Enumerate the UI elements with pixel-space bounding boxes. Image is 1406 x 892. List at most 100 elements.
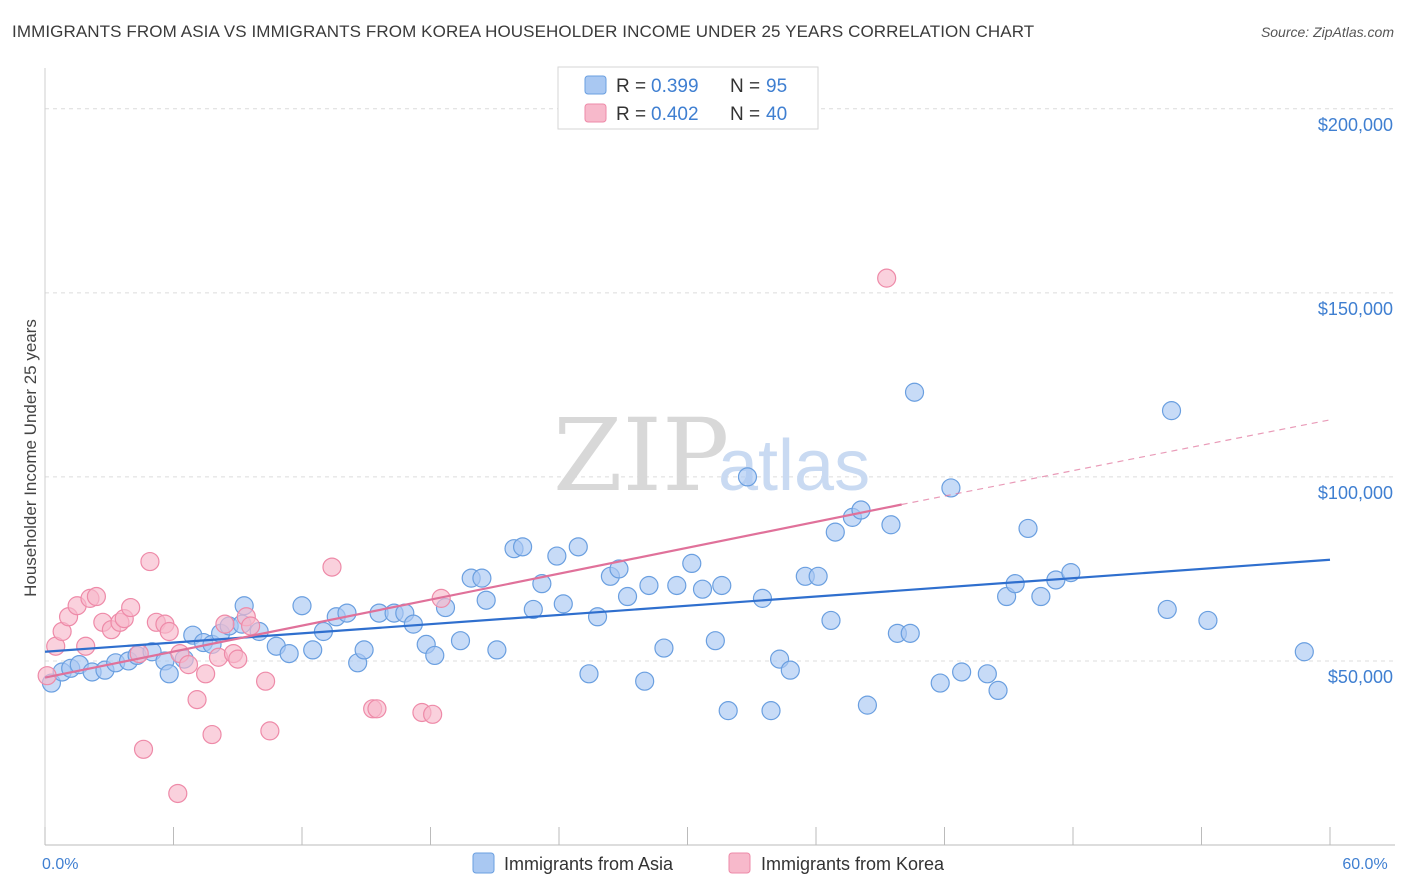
point-asia-78 bbox=[904, 382, 925, 402]
legend-r-value-korea: 0.402 bbox=[651, 104, 699, 125]
point-korea-7 bbox=[86, 586, 107, 607]
point-asia-83 bbox=[988, 680, 1008, 701]
legend-r-value-asia: 0.399 bbox=[651, 76, 699, 97]
point-korea-35 bbox=[367, 699, 387, 719]
point-korea-18 bbox=[159, 621, 179, 642]
point-asia-54 bbox=[635, 671, 655, 691]
point-korea-22 bbox=[187, 690, 207, 710]
point-asia-81 bbox=[952, 662, 972, 682]
point-korea-12 bbox=[121, 597, 141, 618]
point-asia-37 bbox=[450, 631, 471, 651]
legend-swatch-korea bbox=[584, 103, 607, 123]
legend-bottom-label-korea: Immigrants from Korea bbox=[761, 854, 945, 874]
point-asia-47 bbox=[553, 594, 573, 614]
legend-n-value-asia: 95 bbox=[766, 76, 787, 97]
point-asia-70 bbox=[821, 610, 841, 631]
point-asia-82 bbox=[977, 664, 997, 684]
point-asia-69 bbox=[808, 566, 828, 586]
point-korea-23 bbox=[196, 664, 216, 684]
point-korea-37 bbox=[423, 704, 443, 724]
legend-bottom-label-asia: Immigrants from Asia bbox=[504, 854, 674, 874]
watermark-atlas: atlas bbox=[718, 426, 870, 506]
legend-r-label-korea: R = bbox=[616, 104, 646, 125]
point-korea-39 bbox=[877, 268, 897, 288]
point-asia-48 bbox=[568, 537, 588, 557]
point-asia-77 bbox=[900, 623, 920, 643]
y-axis-title: Householder Income Under 25 years bbox=[21, 319, 40, 597]
point-asia-50 bbox=[587, 607, 608, 627]
point-asia-93 bbox=[1294, 642, 1314, 662]
point-asia-79 bbox=[930, 673, 950, 693]
point-asia-46 bbox=[547, 546, 567, 566]
legend-r-label-asia: R = bbox=[616, 76, 646, 97]
legend-bottom: Immigrants from Asia Immigrants from Kor… bbox=[472, 852, 945, 874]
point-asia-65 bbox=[761, 701, 781, 721]
chart-title: IMMIGRANTS FROM ASIA VS IMMIGRANTS FROM … bbox=[12, 22, 1035, 41]
point-korea-14 bbox=[133, 739, 154, 759]
y-tick-label-0: $50,000 bbox=[1328, 667, 1393, 687]
point-asia-67 bbox=[780, 660, 800, 680]
watermark: ZIP atlas bbox=[553, 397, 870, 514]
point-korea-26 bbox=[215, 614, 235, 634]
point-asia-52 bbox=[609, 559, 629, 579]
point-asia-61 bbox=[712, 575, 732, 596]
point-asia-44 bbox=[523, 599, 543, 620]
point-asia-92 bbox=[1198, 610, 1218, 631]
point-asia-64 bbox=[752, 588, 773, 608]
legend-n-value-korea: 40 bbox=[766, 104, 787, 125]
trend-line-korea bbox=[44, 503, 902, 679]
point-korea-21 bbox=[178, 655, 199, 675]
point-asia-22 bbox=[279, 643, 299, 664]
x-tick-label-0: 0.0% bbox=[42, 856, 78, 873]
legend-n-label-asia: N = bbox=[730, 76, 760, 97]
point-asia-60 bbox=[705, 631, 725, 651]
point-asia-41 bbox=[487, 640, 507, 660]
legend-bottom-swatch-korea bbox=[728, 852, 751, 874]
point-asia-80 bbox=[941, 478, 961, 498]
trend-lines bbox=[44, 419, 1331, 679]
watermark-zip: ZIP bbox=[553, 397, 729, 514]
point-korea-24 bbox=[202, 724, 222, 745]
axes bbox=[44, 68, 1395, 846]
x-tick-label-1: 60.0% bbox=[1342, 856, 1387, 873]
source-note: Source: ZipAtlas.com bbox=[1260, 24, 1394, 40]
point-asia-58 bbox=[682, 553, 702, 574]
point-asia-73 bbox=[851, 500, 871, 520]
point-asia-24 bbox=[303, 640, 323, 660]
data-points bbox=[37, 268, 1314, 804]
point-asia-91 bbox=[1161, 401, 1182, 421]
point-asia-35 bbox=[425, 645, 445, 666]
point-korea-19 bbox=[168, 783, 188, 804]
y-tick-label-3: $200,000 bbox=[1318, 115, 1393, 135]
y-tick-labels: $50,000 $100,000 $150,000 $200,000 bbox=[1318, 115, 1393, 687]
legend-n-label-korea: N = bbox=[730, 104, 760, 125]
trend-line-asia bbox=[44, 558, 1331, 653]
legend-top: R = 0.399 N = 95 R = 0.402 N = 40 bbox=[557, 66, 819, 130]
point-asia-62 bbox=[718, 701, 738, 721]
point-asia-11 bbox=[159, 664, 179, 684]
point-korea-33 bbox=[322, 557, 342, 577]
y-tick-label-1: $100,000 bbox=[1318, 483, 1393, 503]
point-asia-86 bbox=[1018, 518, 1038, 539]
point-korea-15 bbox=[140, 551, 160, 572]
point-korea-28 bbox=[228, 649, 248, 669]
point-asia-56 bbox=[654, 638, 674, 658]
point-asia-90 bbox=[1157, 599, 1177, 620]
point-asia-55 bbox=[639, 575, 659, 596]
point-asia-63 bbox=[737, 467, 758, 487]
point-asia-57 bbox=[667, 575, 687, 596]
point-asia-74 bbox=[857, 695, 878, 715]
point-korea-5 bbox=[76, 636, 96, 656]
trend-line-korea-extension bbox=[901, 419, 1331, 506]
point-asia-29 bbox=[354, 640, 374, 660]
point-asia-39 bbox=[472, 568, 492, 588]
point-asia-40 bbox=[476, 590, 496, 610]
point-asia-49 bbox=[579, 664, 599, 684]
point-asia-53 bbox=[617, 586, 638, 607]
point-asia-59 bbox=[692, 579, 713, 599]
point-asia-75 bbox=[881, 515, 901, 535]
point-korea-31 bbox=[255, 671, 276, 691]
point-asia-71 bbox=[825, 522, 845, 542]
point-asia-23 bbox=[292, 596, 312, 616]
